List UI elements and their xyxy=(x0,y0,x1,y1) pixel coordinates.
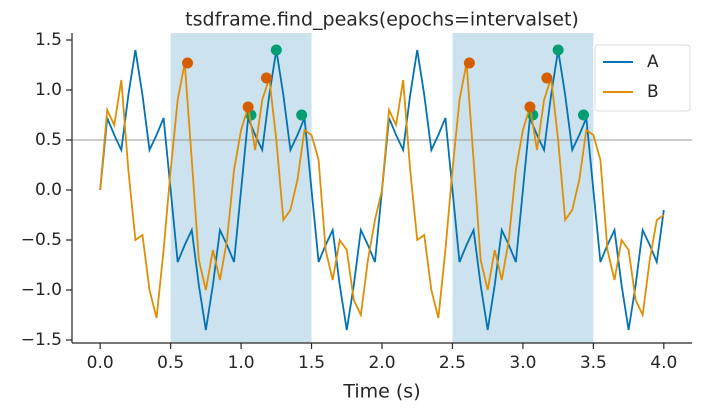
peak-marker xyxy=(552,44,564,56)
x-tick-label: 2.5 xyxy=(439,353,466,373)
legend: AB xyxy=(594,44,691,112)
y-tick-label: −1.5 xyxy=(21,330,62,350)
x-axis-label: Time (s) xyxy=(342,381,420,403)
x-tick-label: 3.5 xyxy=(580,353,607,373)
legend-label: B xyxy=(647,82,659,102)
peak-marker xyxy=(260,72,272,84)
y-tick-label: −0.5 xyxy=(21,230,62,250)
series-line xyxy=(99,62,665,319)
legend-label: A xyxy=(647,52,659,72)
peak-marker xyxy=(578,109,589,121)
x-tick-label: 2.0 xyxy=(368,353,395,373)
x-tick-label: 4.0 xyxy=(650,353,677,373)
x-tick-label: 0.5 xyxy=(157,353,184,373)
peak-marker xyxy=(524,101,536,113)
peak-marker xyxy=(242,101,254,113)
chart-title: tsdframe.find_peaks(epochs=intervalset) xyxy=(185,9,579,31)
x-tick-label: 1.5 xyxy=(298,353,325,373)
peak-marker xyxy=(296,109,308,121)
peak-marker xyxy=(541,72,553,84)
y-tick-label: 0.5 xyxy=(35,130,62,150)
peak-marker xyxy=(270,44,282,56)
x-tick-label: 1.0 xyxy=(228,353,255,373)
peak-marker xyxy=(463,57,475,69)
y-tick-label: −1.0 xyxy=(21,280,62,300)
peak-marker xyxy=(182,57,194,69)
legend-box xyxy=(594,44,691,112)
x-tick-label: 0.0 xyxy=(87,353,114,373)
y-tick-label: 0.0 xyxy=(35,180,62,200)
x-tick-label: 3.0 xyxy=(509,353,536,373)
y-tick-label: 1.5 xyxy=(35,30,62,50)
y-tick-label: 1.0 xyxy=(35,80,62,100)
